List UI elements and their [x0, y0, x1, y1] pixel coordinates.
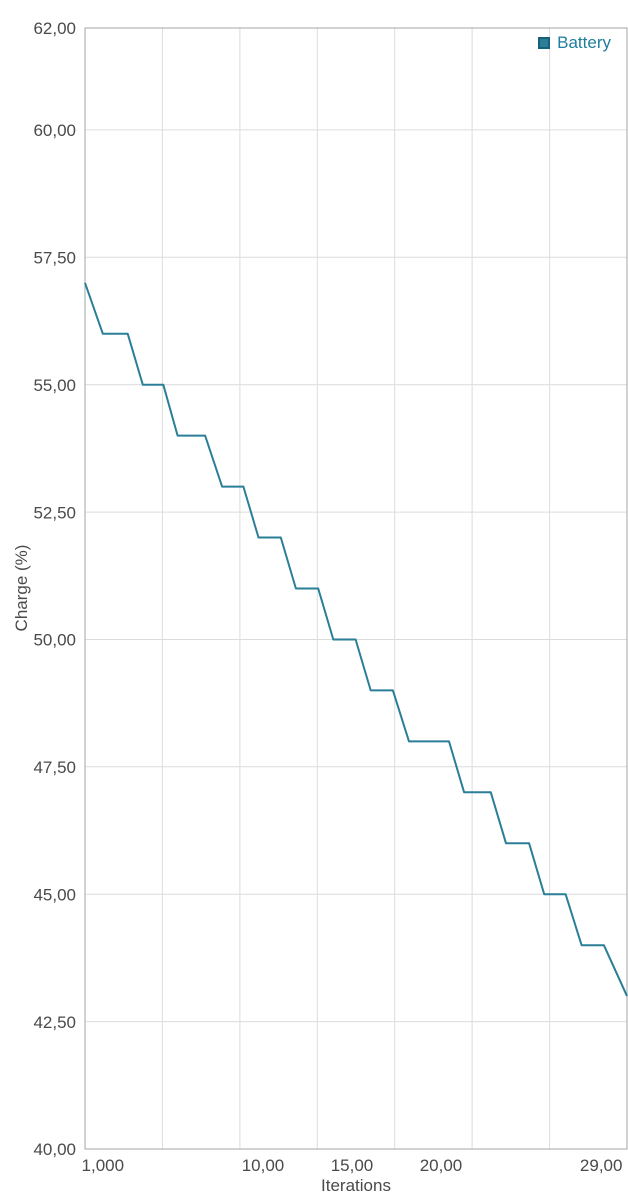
- x-tick-label: 20,00: [420, 1156, 463, 1175]
- y-tick-label: 42,50: [33, 1013, 76, 1032]
- y-tick-label: 52,50: [33, 503, 76, 522]
- legend-label: Battery: [557, 33, 611, 52]
- y-tick-label: 40,00: [33, 1140, 76, 1159]
- legend: Battery: [538, 33, 611, 53]
- battery-line: [84, 282, 628, 997]
- x-tick-label: 10,00: [242, 1156, 285, 1175]
- x-axis-title: Iterations: [321, 1176, 391, 1195]
- y-tick-label: 47,50: [33, 758, 76, 777]
- plot-border: [84, 27, 628, 1150]
- x-tick-label: 1,000: [82, 1156, 125, 1175]
- x-tick-label: 15,00: [331, 1156, 374, 1175]
- y-tick-label: 62,00: [33, 19, 76, 38]
- y-tick-label: 57,50: [33, 248, 76, 267]
- y-tick-label: 45,00: [33, 885, 76, 904]
- y-tick-label: 60,00: [33, 121, 76, 140]
- y-axis-title: Charge (%): [12, 544, 31, 632]
- legend-swatch-battery: [538, 37, 551, 49]
- x-tick-label: 29,00: [580, 1156, 623, 1175]
- y-tick-label: 50,00: [33, 631, 76, 650]
- y-tick-label: 55,00: [33, 376, 76, 395]
